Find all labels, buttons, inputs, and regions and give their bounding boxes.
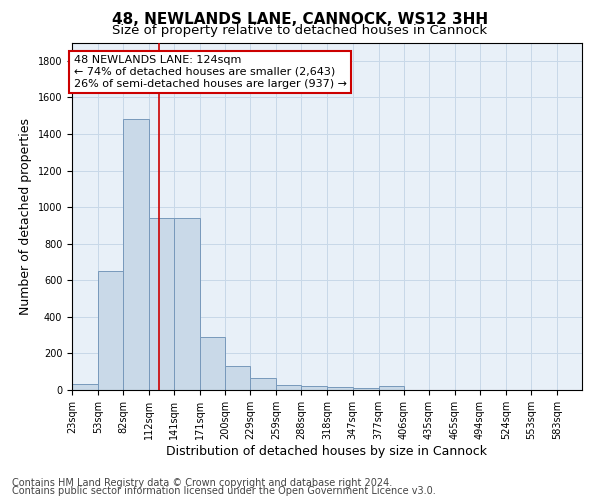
Y-axis label: Number of detached properties: Number of detached properties [19,118,32,315]
Bar [277,386,301,390]
Bar [174,218,200,390]
Bar [123,120,149,390]
Bar [98,271,123,390]
Text: Contains HM Land Registry data © Crown copyright and database right 2024.: Contains HM Land Registry data © Crown c… [12,478,392,488]
Text: 48, NEWLANDS LANE, CANNOCK, WS12 3HH: 48, NEWLANDS LANE, CANNOCK, WS12 3HH [112,12,488,28]
X-axis label: Distribution of detached houses by size in Cannock: Distribution of detached houses by size … [167,444,487,458]
Bar [72,384,98,390]
Text: Size of property relative to detached houses in Cannock: Size of property relative to detached ho… [112,24,488,37]
Bar [301,386,328,390]
Bar [379,386,404,390]
Bar [328,388,353,390]
Bar [353,388,379,390]
Text: Contains public sector information licensed under the Open Government Licence v3: Contains public sector information licen… [12,486,436,496]
Text: 48 NEWLANDS LANE: 124sqm
← 74% of detached houses are smaller (2,643)
26% of sem: 48 NEWLANDS LANE: 124sqm ← 74% of detach… [74,56,347,88]
Bar [149,218,174,390]
Bar [225,366,250,390]
Bar [200,337,225,390]
Bar [250,378,277,390]
